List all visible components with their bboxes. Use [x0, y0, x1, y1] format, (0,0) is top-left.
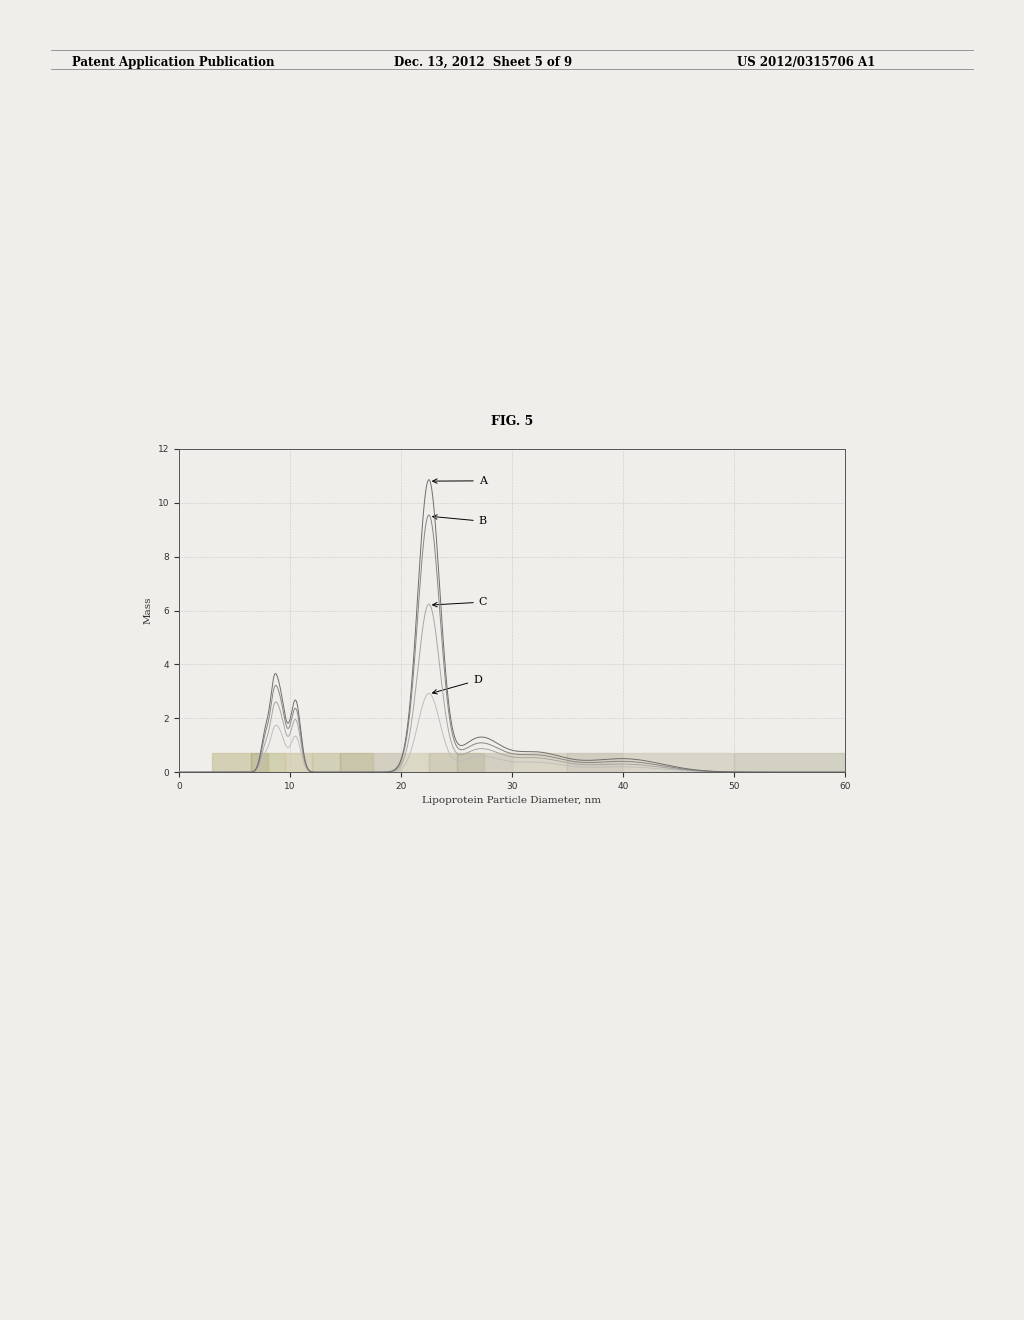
- Bar: [623, 752, 734, 772]
- Bar: [251, 752, 268, 772]
- Y-axis label: Mass: Mass: [143, 597, 153, 624]
- Bar: [429, 752, 457, 772]
- Bar: [374, 752, 401, 772]
- Text: D: D: [432, 676, 482, 694]
- Bar: [285, 752, 312, 772]
- Bar: [734, 752, 845, 772]
- Text: Patent Application Publication: Patent Application Publication: [72, 55, 274, 69]
- Bar: [213, 752, 251, 772]
- Bar: [484, 752, 512, 772]
- Bar: [312, 752, 340, 772]
- Text: A: A: [433, 475, 486, 486]
- Bar: [457, 752, 484, 772]
- X-axis label: Lipoprotein Particle Diameter, nm: Lipoprotein Particle Diameter, nm: [423, 796, 601, 805]
- Text: US 2012/0315706 A1: US 2012/0315706 A1: [737, 55, 876, 69]
- Bar: [567, 752, 623, 772]
- Text: Dec. 13, 2012  Sheet 5 of 9: Dec. 13, 2012 Sheet 5 of 9: [394, 55, 572, 69]
- Bar: [268, 752, 285, 772]
- Text: B: B: [433, 515, 486, 527]
- Text: C: C: [433, 597, 487, 607]
- Bar: [512, 752, 567, 772]
- Bar: [340, 752, 374, 772]
- Bar: [401, 752, 429, 772]
- Text: FIG. 5: FIG. 5: [490, 414, 534, 428]
